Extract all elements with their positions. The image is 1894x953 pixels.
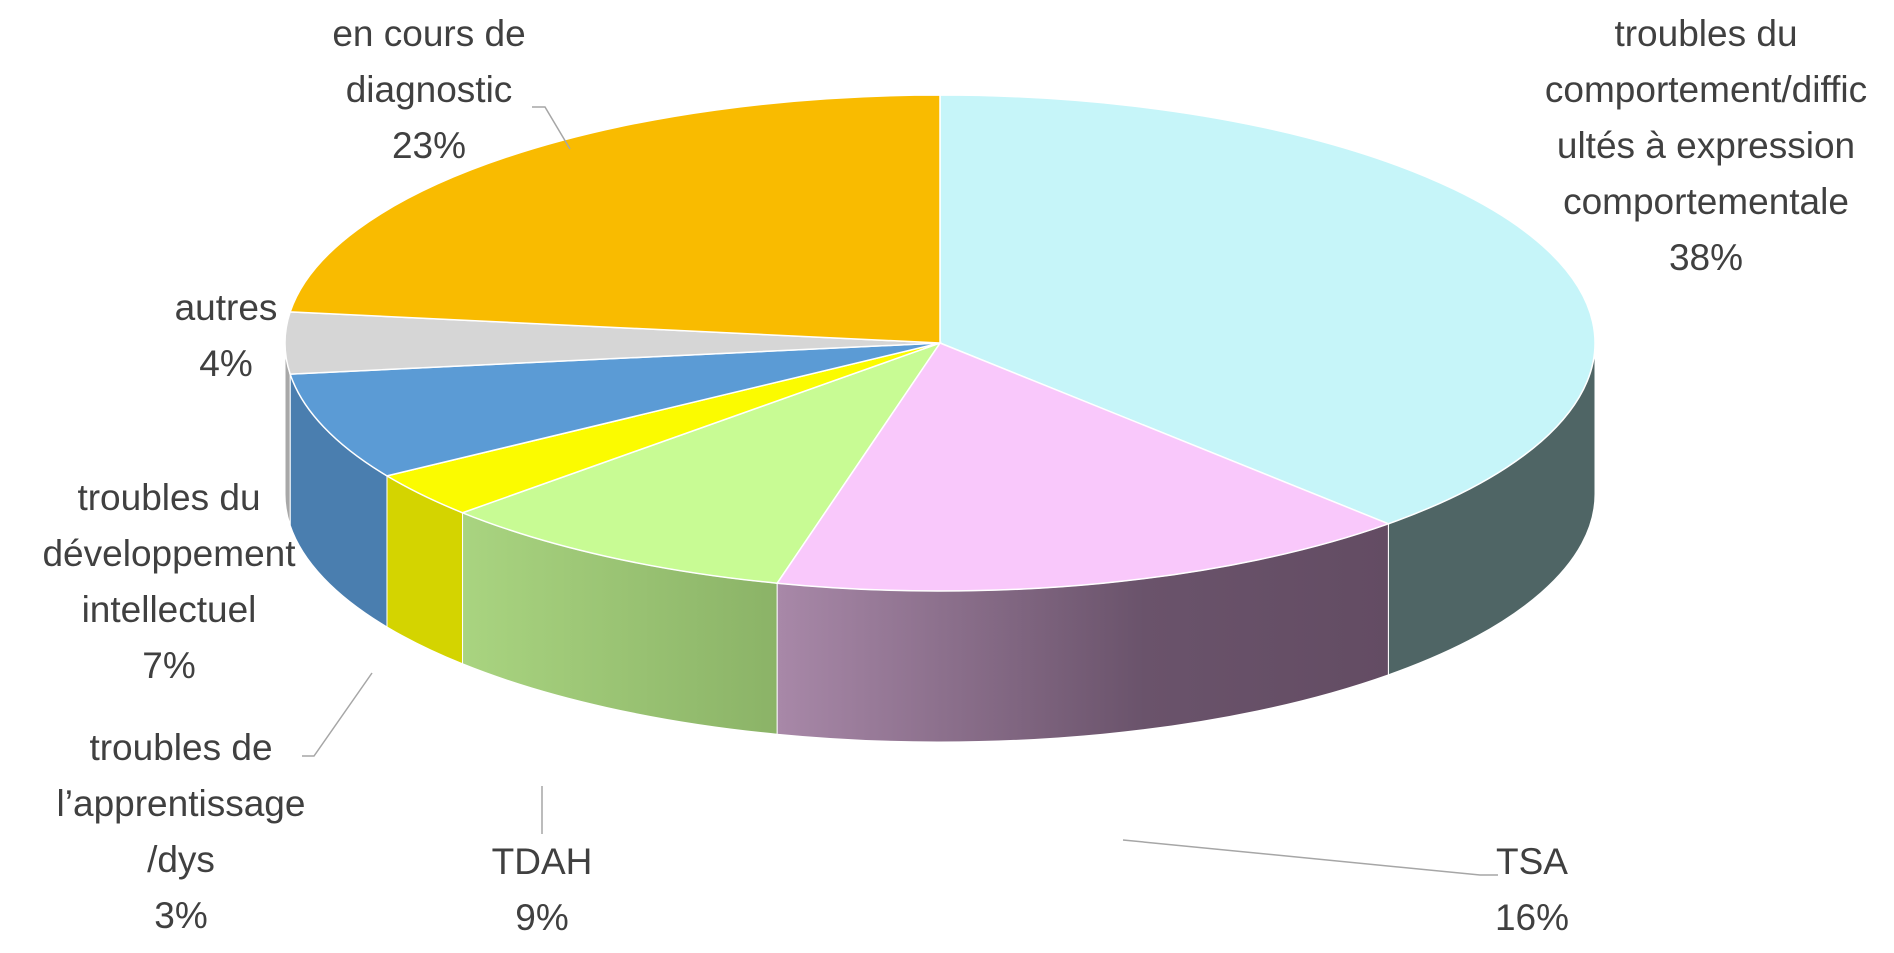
- data-label: TDAH 9%: [442, 834, 642, 946]
- pie-slice: [460, 341, 942, 584]
- category-label: troubles de l’apprentissage /dys: [56, 727, 306, 880]
- pie-slice: [289, 342, 941, 477]
- data-label: en cours de diagnostic 23%: [309, 6, 549, 174]
- pie: [284, 94, 1596, 743]
- percent-label: 23%: [391, 125, 467, 166]
- leader-line: [532, 106, 571, 150]
- leader-lines: [302, 106, 1498, 876]
- data-label: troubles du comportement/difficultés à e…: [1541, 6, 1871, 286]
- percent-label: 9%: [515, 897, 569, 938]
- pie-slice: [939, 94, 1596, 525]
- percent-label: 16%: [1494, 897, 1570, 938]
- category-label: troubles du comportement/difficultés à e…: [1544, 13, 1868, 222]
- category-label: TDAH: [491, 841, 593, 882]
- category-label: TSA: [1496, 841, 1568, 882]
- data-label: troubles du développement intellectuel 7%: [4, 470, 334, 694]
- pie-slice: [289, 94, 941, 344]
- leader-line: [302, 672, 373, 757]
- data-label: TSA 16%: [1432, 834, 1632, 946]
- data-label: autres 4%: [126, 280, 326, 392]
- category-label: troubles du développement intellectuel: [42, 477, 296, 630]
- percent-label: 38%: [1668, 237, 1744, 278]
- percent-label: 7%: [142, 645, 196, 686]
- pie-slice: [775, 342, 1391, 592]
- percent-label: 4%: [199, 343, 253, 384]
- percent-label: 3%: [154, 895, 208, 936]
- data-label: troubles de l’apprentissage /dys 3%: [31, 720, 331, 944]
- category-label: autres: [174, 287, 278, 328]
- leader-line: [1122, 839, 1498, 876]
- category-label: en cours de diagnostic: [332, 13, 526, 110]
